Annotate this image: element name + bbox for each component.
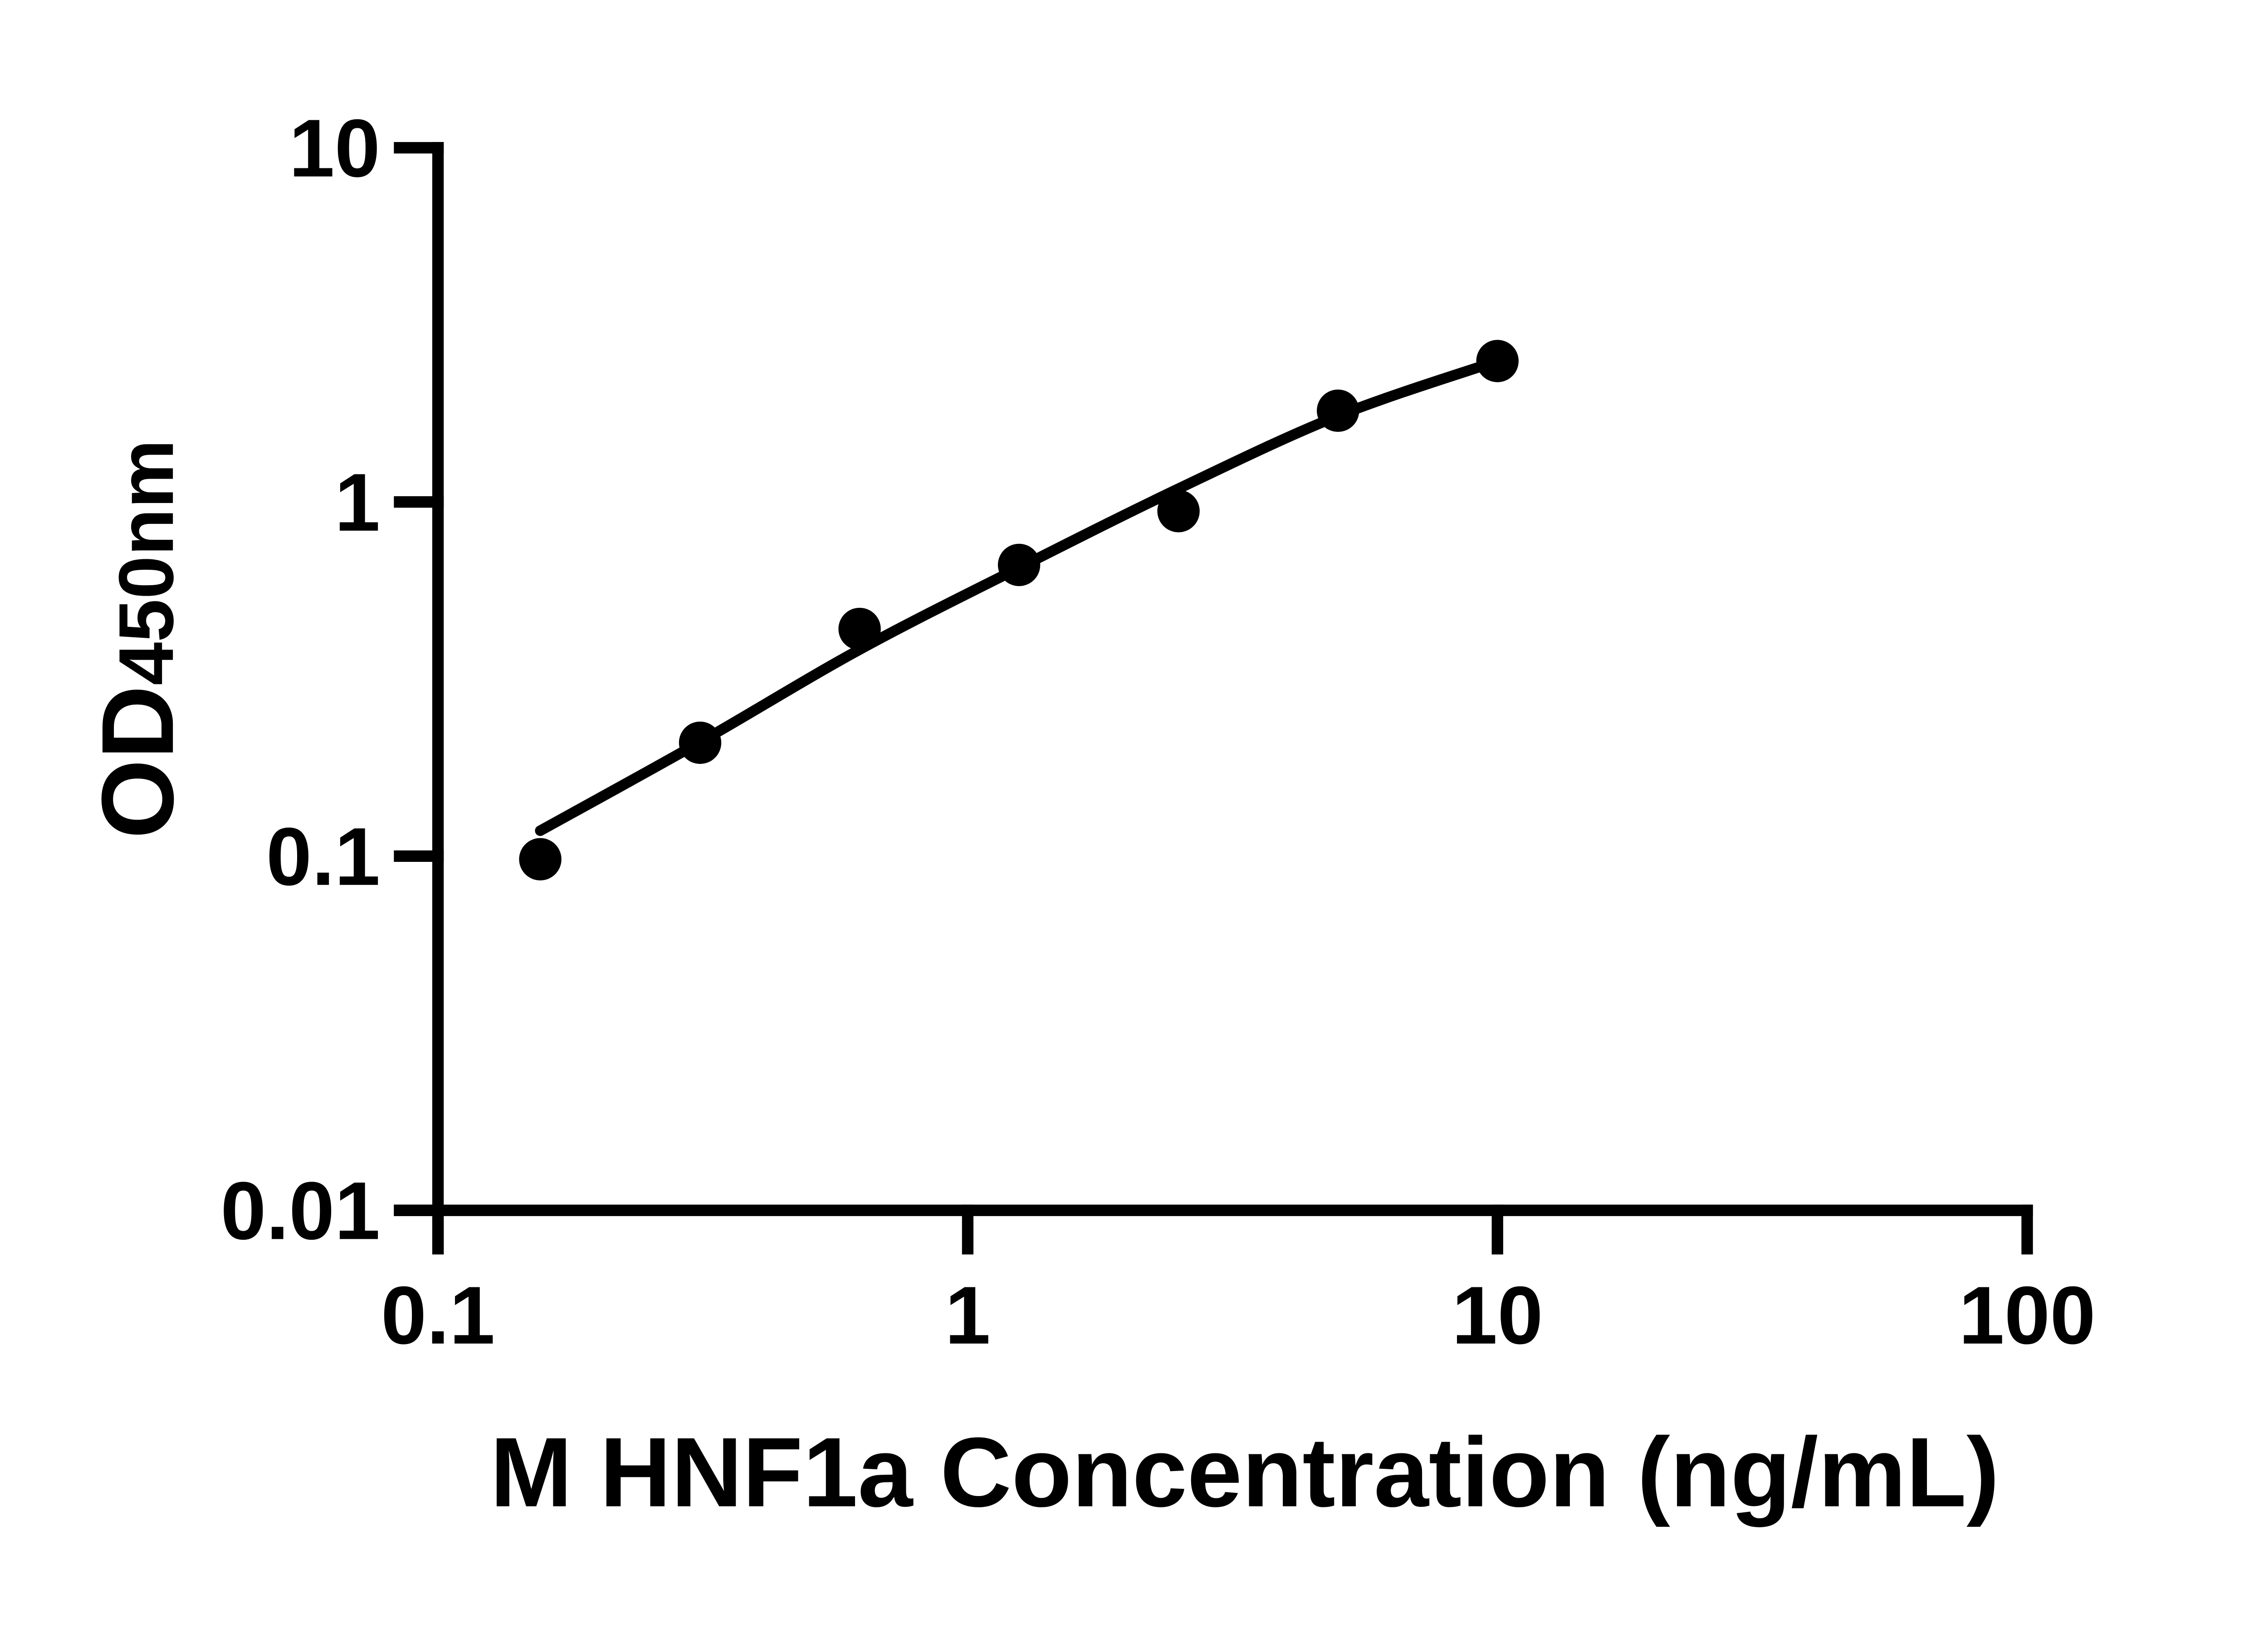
x-tick-label: 10 (1452, 1270, 1543, 1361)
data-point (519, 838, 562, 880)
y-axis-title-subscript: 450nm (103, 440, 190, 685)
data-point (838, 607, 881, 650)
y-tick-label: 1 (335, 457, 381, 548)
data-point-layer (519, 340, 1519, 880)
y-tick-label: 10 (289, 103, 380, 194)
y-axis-title: OD450nm (80, 440, 195, 839)
y-tick-label: 0.01 (220, 1165, 380, 1257)
fit-curve-layer (535, 356, 1503, 836)
data-point (1157, 490, 1200, 533)
x-tick-label: 100 (1959, 1270, 2096, 1361)
x-axis-title: M HNF1a Concentration (ng/mL) (490, 1418, 1999, 1528)
fit-curve (535, 356, 1503, 836)
x-tick-label: 1 (945, 1270, 991, 1361)
y-axis-title-main: OD (80, 685, 195, 839)
data-point (997, 543, 1041, 587)
data-point (1317, 389, 1359, 432)
data-point (679, 721, 722, 764)
elisa-standard-curve-figure: 10 1 0.1 0.01 0.1 1 10 100 OD450nm M HNF1a Conc… (80, 103, 2096, 1528)
x-tick-label: 0.1 (381, 1270, 495, 1361)
axes-layer (394, 142, 2033, 1255)
data-point (1476, 340, 1519, 382)
y-tick-label: 0.1 (266, 811, 380, 903)
